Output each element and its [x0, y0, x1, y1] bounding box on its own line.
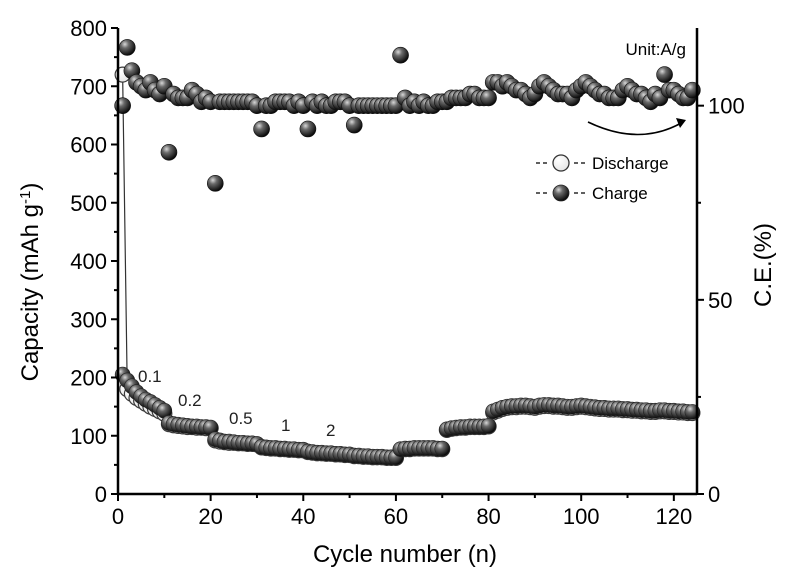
y-right-tick-label: 50 — [708, 288, 732, 313]
legend-charge-marker — [552, 184, 570, 202]
trend-arrow-head — [676, 118, 686, 128]
y-left-tick-label: 600 — [70, 133, 107, 158]
x-tick-label: 60 — [384, 504, 408, 529]
rate-label-0-5: 0.5 — [229, 409, 253, 428]
trend-arrow — [587, 121, 684, 136]
y-left-title-main: Capacity (mAh g — [17, 204, 44, 381]
x-tick-label: 120 — [655, 504, 692, 529]
y-axis-right-title: C.E.(%) — [750, 223, 777, 307]
axes: 0 20 40 60 80 100 1200100200300400500600700800… — [70, 16, 744, 529]
y-left-tick-label: 500 — [70, 191, 107, 216]
plot-area — [114, 39, 701, 466]
legend-discharge-label: Discharge — [592, 154, 669, 173]
y-left-tick-label: 400 — [70, 249, 107, 274]
x-axis-title: Cycle number (n) — [313, 541, 497, 568]
x-tick-label: 20 — [198, 504, 222, 529]
y-left-tick-label: 200 — [70, 366, 107, 391]
legend: Discharge Charge — [536, 154, 669, 203]
x-tick-label: 0 — [112, 504, 124, 529]
ce-point — [299, 120, 317, 138]
y-left-tick-label: 700 — [70, 74, 107, 99]
y-left-tick-label: 0 — [95, 482, 107, 507]
x-tick-label: 100 — [563, 504, 600, 529]
y-right-tick-label: 0 — [708, 482, 720, 507]
ce-point — [118, 39, 136, 56]
x-tick-label: 80 — [476, 504, 500, 529]
y-axis-left-title: Capacity (mAh g-1) — [17, 183, 45, 382]
ce-point — [206, 175, 224, 192]
ce-point — [345, 116, 363, 134]
rate-label-1: 1 — [281, 416, 290, 435]
ce-point — [392, 46, 409, 64]
charge-point — [480, 418, 497, 434]
ce-point — [253, 120, 270, 138]
ce-point — [480, 89, 497, 107]
rate-label-0-1: 0.1 — [138, 367, 162, 386]
y-right-tick-label: 100 — [708, 94, 745, 119]
y-left-tick-label: 300 — [70, 307, 107, 332]
ce-point — [160, 143, 178, 161]
y-left-tick-label: 800 — [70, 16, 107, 41]
unit-annotation: Unit:A/g — [626, 40, 686, 59]
y-left-tick-label: 100 — [70, 424, 107, 449]
charge-point — [434, 440, 451, 457]
y-left-title-close: ) — [17, 183, 44, 191]
legend-charge-label: Charge — [592, 184, 648, 203]
discharge-initial-line — [122, 74, 133, 395]
legend-discharge-marker — [552, 154, 570, 172]
rate-label-0-2: 0.2 — [178, 391, 202, 410]
x-tick-label: 40 — [291, 504, 315, 529]
y-left-title-sup: -1 — [17, 191, 34, 204]
rate-label-2: 2 — [326, 421, 335, 440]
ce-point — [656, 66, 673, 83]
